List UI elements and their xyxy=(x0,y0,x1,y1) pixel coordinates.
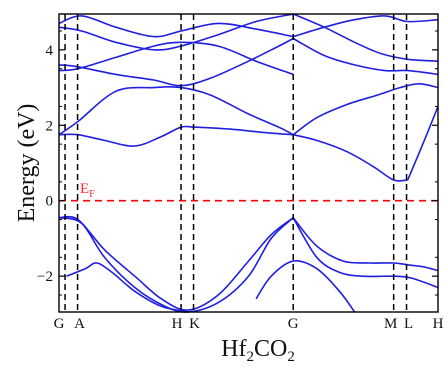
y-axis-label: Energy (eV) xyxy=(14,104,40,223)
band-line-1 xyxy=(58,215,294,311)
x-tick-label-g-0: G xyxy=(54,316,65,332)
fermi-label-base: E xyxy=(80,181,89,197)
y-tick-label-2: 2 xyxy=(46,118,54,134)
band-line-13 xyxy=(58,41,294,76)
band-line-6 xyxy=(255,260,356,313)
fermi-level-label: EF xyxy=(80,181,95,200)
y-tick-label-0: 0 xyxy=(46,194,54,210)
x-axis-label-mid: CO xyxy=(254,336,287,362)
y-tick-label--2: −2 xyxy=(37,269,53,285)
band-line-9 xyxy=(293,133,408,182)
band-line-11 xyxy=(406,106,439,181)
band-line-5 xyxy=(292,217,439,289)
x-tick-label-m-5: M xyxy=(384,316,397,332)
band-line-16 xyxy=(292,37,439,76)
y-tick-label-4: 4 xyxy=(46,43,54,59)
x-tick-label-l-6: L xyxy=(404,316,413,332)
fermi-label-sub: F xyxy=(89,189,95,200)
y-axis-ticks: −2 0 2 4 xyxy=(37,30,438,296)
plot-frame xyxy=(58,13,439,313)
band-line-15 xyxy=(58,15,294,38)
x-axis-label-sub2: 2 xyxy=(287,349,295,363)
x-axis-label: Hf2CO2 xyxy=(221,336,295,363)
x-tick-label-g-4: G xyxy=(288,316,299,332)
x-tick-label-h-7: H xyxy=(433,316,444,332)
band-line-10 xyxy=(292,82,439,136)
x-tick-label-a-1: A xyxy=(74,316,85,332)
x-tick-label-h-2: H xyxy=(172,316,183,332)
band-line-14 xyxy=(58,13,294,51)
band-line-3 xyxy=(66,262,189,313)
band-line-18 xyxy=(292,15,439,38)
bands-layer xyxy=(58,13,439,313)
x-axis-label-base: Hf xyxy=(221,336,246,362)
x-axis-label-sub1: 2 xyxy=(246,349,254,363)
band-line-17 xyxy=(292,13,439,62)
band-line-7 xyxy=(58,125,294,147)
x-tick-label-k-3: K xyxy=(189,316,200,332)
band-line-4 xyxy=(292,217,439,272)
